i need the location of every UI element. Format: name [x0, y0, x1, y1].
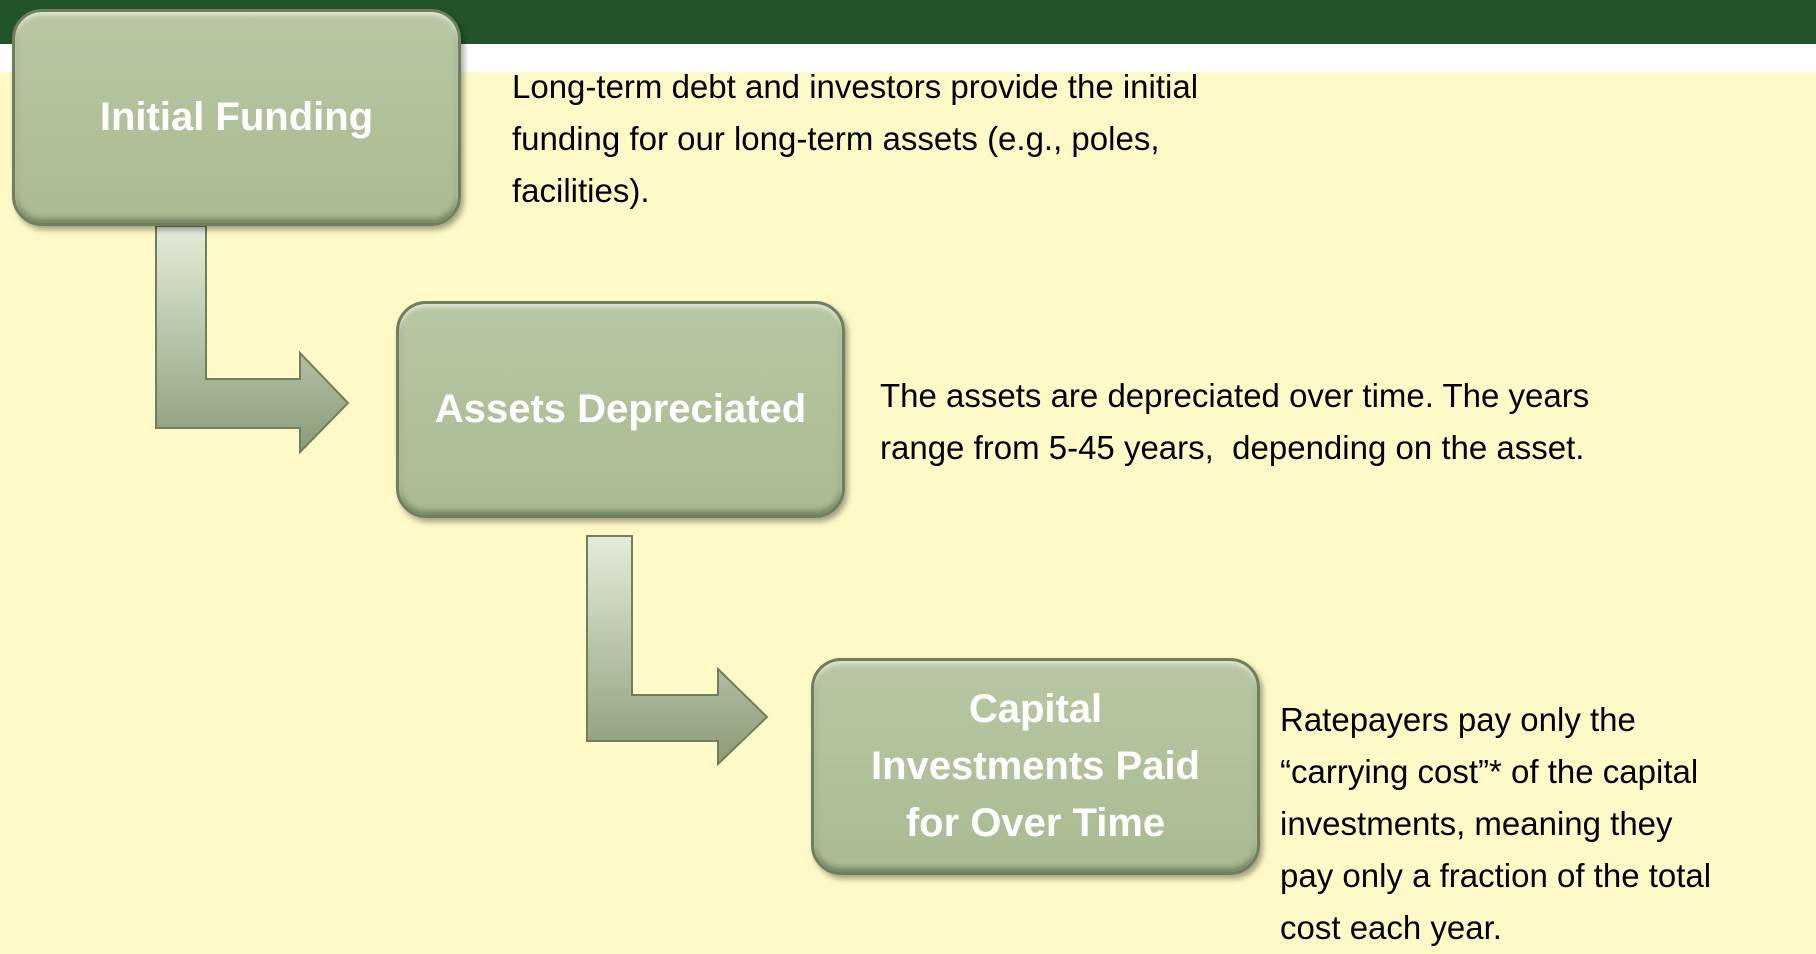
arrow — [586, 535, 769, 767]
node-label: Investments Paid — [870, 744, 1200, 788]
description-line: investments, meaning they — [1280, 805, 1673, 842]
description-line: cost each year. — [1280, 909, 1502, 946]
description-line: facilities). — [512, 172, 650, 209]
description-line: “carrying cost”* of the capital — [1280, 753, 1699, 790]
node-box: Assets Depreciated — [396, 301, 845, 518]
node-description: Long-term debt and investors provide the… — [512, 61, 1198, 217]
description-line: pay only a fraction of the total — [1280, 857, 1712, 894]
node-label: for Over Time — [905, 801, 1166, 845]
node-label: Initial Funding — [99, 95, 374, 139]
node-description: The assets are depreciated over time. Th… — [880, 370, 1589, 474]
description-line: range from 5-45 years, depending on the … — [880, 429, 1585, 466]
node-label: Assets Depreciated — [434, 387, 807, 431]
description-line: Long-term debt and investors provide the… — [512, 68, 1199, 105]
node-label: Capital — [968, 687, 1103, 731]
arrow — [155, 225, 350, 455]
node-box: Initial Funding — [12, 9, 461, 226]
node-box: Capital Investments Paid for Over Time — [811, 658, 1260, 875]
description-line: Ratepayers pay only the — [1280, 701, 1636, 738]
node-description: Ratepayers pay only the “carrying cost”* … — [1280, 694, 1711, 954]
description-line: The assets are depreciated over time. Th… — [880, 377, 1590, 414]
description-line: funding for our long-term assets (e.g., … — [512, 120, 1160, 157]
